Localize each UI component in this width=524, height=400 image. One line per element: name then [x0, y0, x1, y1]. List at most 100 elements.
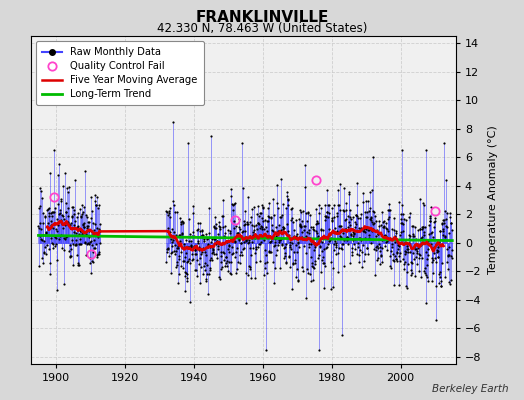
Point: [445, 230, 453, 236]
Point: [390, 281, 399, 288]
Point: [383, 238, 391, 244]
Point: [360, 228, 368, 234]
Point: [276, 265, 284, 272]
Point: [333, 228, 341, 234]
Point: [341, 217, 349, 224]
Point: [71, 242, 80, 248]
Point: [267, 214, 275, 220]
Point: [328, 217, 336, 224]
Point: [224, 268, 233, 274]
Point: [403, 246, 412, 252]
Point: [304, 270, 312, 276]
Point: [66, 222, 74, 228]
Point: [434, 244, 442, 250]
Point: [445, 281, 454, 287]
Point: [56, 207, 64, 213]
Point: [205, 271, 213, 278]
Point: [193, 226, 202, 232]
Point: [365, 234, 374, 241]
Point: [444, 253, 452, 259]
Point: [412, 242, 421, 248]
Point: [205, 230, 213, 236]
Point: [413, 242, 422, 248]
Point: [332, 244, 341, 250]
Point: [242, 237, 250, 243]
Point: [49, 209, 57, 215]
Point: [346, 232, 355, 238]
Point: [413, 250, 421, 256]
Point: [227, 258, 236, 265]
Point: [369, 154, 377, 160]
Point: [217, 259, 225, 265]
Point: [429, 234, 437, 240]
Point: [421, 300, 430, 306]
Point: [80, 220, 89, 226]
Point: [243, 218, 251, 225]
Point: [83, 225, 91, 231]
Point: [174, 271, 183, 277]
Point: [164, 246, 172, 252]
Point: [337, 245, 345, 251]
Point: [296, 207, 304, 213]
Point: [221, 223, 229, 229]
Point: [278, 226, 287, 232]
Point: [321, 202, 330, 208]
Point: [389, 250, 398, 257]
Point: [291, 260, 299, 266]
Point: [264, 205, 272, 211]
Point: [236, 260, 244, 266]
Point: [45, 213, 53, 220]
Point: [410, 224, 419, 230]
Point: [367, 214, 376, 221]
Point: [54, 236, 63, 242]
Point: [409, 233, 418, 239]
Point: [260, 272, 268, 278]
Point: [240, 221, 248, 228]
Point: [204, 242, 212, 248]
Point: [311, 227, 320, 234]
Point: [202, 275, 210, 282]
Point: [335, 244, 343, 251]
Point: [322, 213, 330, 219]
Point: [233, 232, 241, 238]
Point: [413, 248, 422, 254]
Point: [378, 209, 386, 215]
Point: [431, 215, 439, 221]
Point: [425, 222, 433, 228]
Point: [389, 215, 398, 222]
Point: [289, 218, 298, 225]
Point: [431, 317, 440, 324]
Point: [349, 213, 357, 220]
Point: [307, 278, 315, 285]
Point: [162, 259, 171, 265]
Point: [310, 247, 318, 253]
Legend: Raw Monthly Data, Quality Control Fail, Five Year Moving Average, Long-Term Tren: Raw Monthly Data, Quality Control Fail, …: [37, 41, 204, 105]
Point: [212, 221, 221, 227]
Point: [356, 235, 364, 242]
Point: [91, 244, 100, 251]
Point: [313, 233, 322, 239]
Point: [225, 248, 234, 255]
Point: [291, 216, 300, 223]
Point: [263, 227, 271, 234]
Point: [408, 260, 416, 266]
Point: [432, 258, 441, 265]
Point: [187, 244, 195, 250]
Point: [52, 226, 60, 232]
Point: [241, 221, 249, 228]
Point: [259, 237, 268, 243]
Point: [62, 209, 70, 215]
Point: [239, 218, 248, 224]
Point: [184, 216, 193, 222]
Point: [222, 260, 230, 266]
Point: [304, 210, 312, 216]
Point: [63, 213, 72, 220]
Point: [172, 244, 181, 251]
Point: [58, 212, 66, 218]
Point: [409, 231, 417, 238]
Point: [312, 206, 321, 212]
Point: [270, 280, 278, 286]
Point: [408, 270, 416, 276]
Point: [387, 236, 395, 243]
Point: [424, 246, 432, 252]
